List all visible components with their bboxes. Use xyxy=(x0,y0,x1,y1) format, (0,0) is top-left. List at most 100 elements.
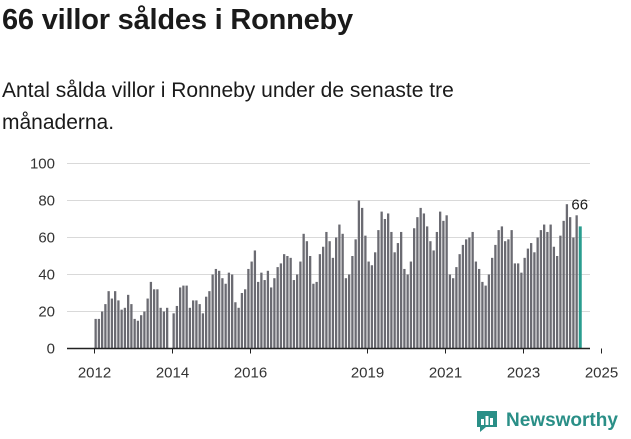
bar xyxy=(309,256,312,349)
y-tick-label: 80 xyxy=(38,193,55,210)
bar xyxy=(322,246,325,349)
brand-name: Newsworthy xyxy=(506,410,618,431)
bar xyxy=(296,274,299,349)
bar xyxy=(455,267,458,349)
bar xyxy=(413,228,416,349)
bar xyxy=(276,267,279,349)
bar xyxy=(484,285,487,349)
bar xyxy=(257,281,260,349)
bar xyxy=(318,254,322,349)
bar xyxy=(361,207,364,349)
y-axis-ticks: 0 20 40 60 80 100 xyxy=(30,156,55,358)
bar xyxy=(240,293,244,349)
bar xyxy=(159,307,162,349)
bar xyxy=(341,233,344,349)
bar xyxy=(370,265,374,349)
bar xyxy=(107,291,110,349)
bar xyxy=(289,257,292,349)
bar xyxy=(175,305,179,349)
x-axis-ticks: 2012 2014 2016 2019 2021 2023 2025 xyxy=(78,348,618,382)
bar xyxy=(120,309,123,349)
bar xyxy=(354,239,357,349)
bar-highlight xyxy=(578,226,582,349)
brand-logo: Newsworthy xyxy=(474,406,618,436)
bar xyxy=(526,248,530,349)
bar xyxy=(146,298,149,349)
bar xyxy=(140,315,143,349)
y-tick-label: 20 xyxy=(38,304,55,321)
bar xyxy=(305,241,309,349)
x-tick-label: 2012 xyxy=(78,365,111,382)
bar xyxy=(468,237,471,349)
bar xyxy=(234,302,237,349)
bar xyxy=(101,311,104,349)
bar xyxy=(253,250,257,349)
bar xyxy=(442,220,445,349)
bar xyxy=(182,285,185,349)
bar xyxy=(348,274,351,349)
bar xyxy=(471,231,474,349)
bar xyxy=(227,272,231,349)
bar xyxy=(156,289,159,349)
chart-subtitle: Antal sålda villor i Ronneby under de se… xyxy=(2,79,454,134)
bar xyxy=(185,285,188,349)
bar xyxy=(487,274,491,349)
bar xyxy=(374,252,377,349)
bar xyxy=(390,231,393,349)
bar xyxy=(302,233,305,349)
bar xyxy=(263,280,266,349)
bar xyxy=(208,291,211,349)
bar xyxy=(504,241,507,349)
bar xyxy=(195,300,198,349)
bar xyxy=(549,224,552,349)
bar xyxy=(513,263,517,349)
x-tick-label: 2016 xyxy=(234,365,267,382)
bar xyxy=(387,213,390,349)
bar xyxy=(445,215,448,349)
x-tick-label: 2019 xyxy=(351,365,384,382)
bar xyxy=(286,256,289,349)
bar xyxy=(452,278,455,349)
bar xyxy=(328,241,331,349)
x-tick-label: 2025 xyxy=(585,365,618,382)
bar xyxy=(556,256,559,349)
bar xyxy=(403,268,406,349)
bar xyxy=(497,230,500,349)
bar xyxy=(273,278,276,349)
bar xyxy=(205,296,208,349)
newsworthy-logo-icon xyxy=(477,411,497,432)
bar xyxy=(201,313,205,349)
bar xyxy=(510,230,513,349)
bar-chart: 0 20 40 60 80 100 2012 2014 2016 2019 2021 2023 202… xyxy=(30,156,618,382)
bar xyxy=(380,211,383,349)
bar xyxy=(393,252,396,349)
bar xyxy=(409,261,413,349)
bar xyxy=(478,268,481,349)
bar xyxy=(188,307,192,349)
bar xyxy=(429,241,432,349)
bar xyxy=(218,270,221,349)
bar xyxy=(530,243,533,349)
bar xyxy=(153,289,156,349)
bar xyxy=(283,254,286,349)
y-tick-label: 100 xyxy=(30,156,55,173)
bar xyxy=(198,304,201,349)
bar xyxy=(491,257,494,349)
bar xyxy=(533,252,536,349)
bar xyxy=(136,320,140,349)
bar xyxy=(344,278,348,349)
bars xyxy=(94,200,582,349)
bar xyxy=(331,257,335,349)
bar xyxy=(364,235,367,349)
bar xyxy=(94,318,97,349)
bar xyxy=(279,263,283,349)
bar xyxy=(335,237,338,349)
bar xyxy=(117,300,120,349)
bar xyxy=(221,278,224,349)
bar xyxy=(396,243,400,349)
bar xyxy=(426,226,429,349)
bar xyxy=(481,281,484,349)
bar xyxy=(312,283,315,349)
bar xyxy=(325,231,328,349)
bar xyxy=(143,311,146,349)
